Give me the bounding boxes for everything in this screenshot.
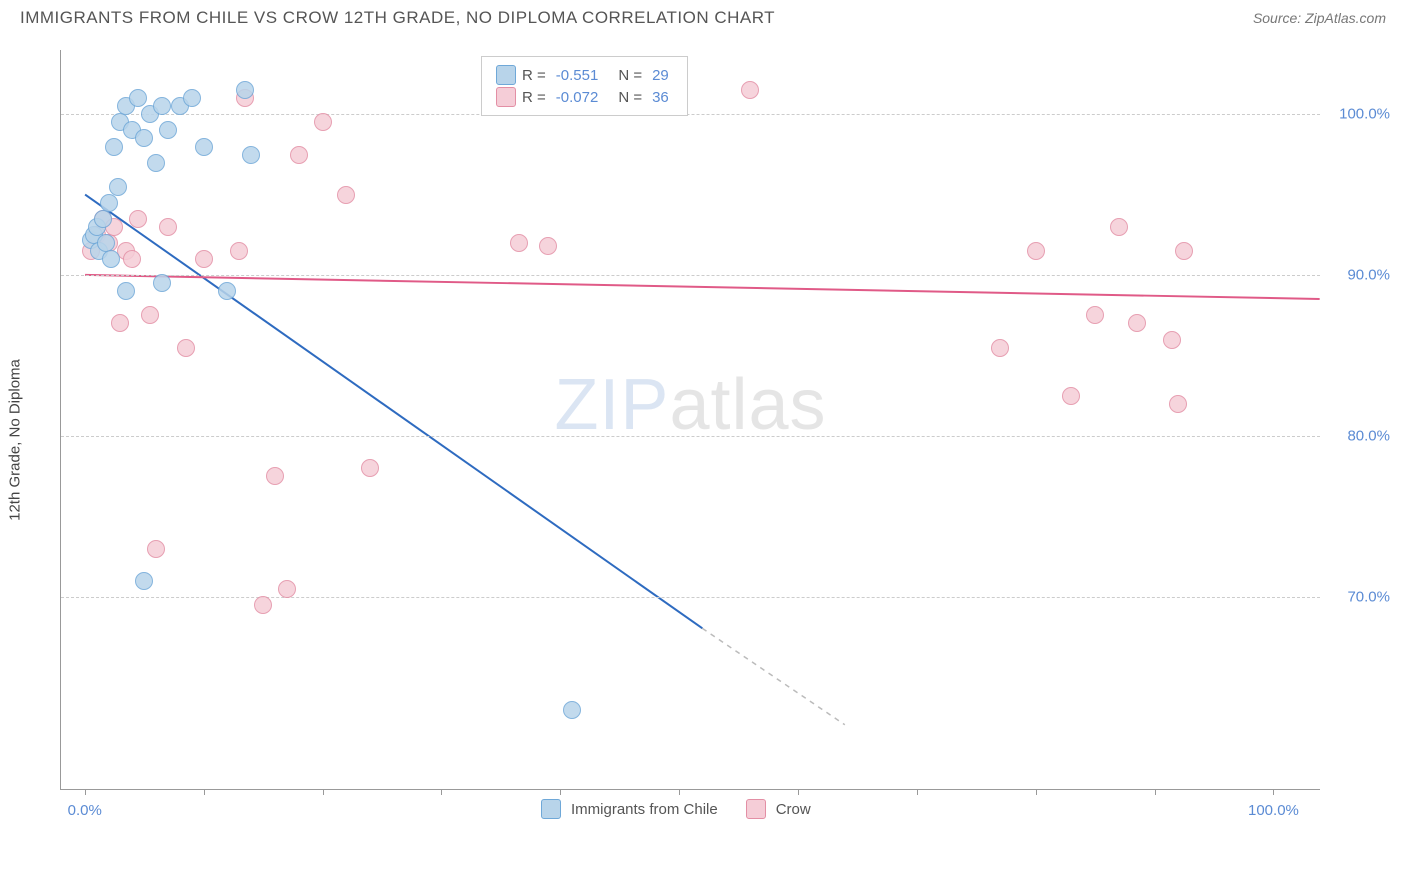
- scatter-point: [109, 178, 127, 196]
- x-tick: [1155, 789, 1156, 795]
- x-tick: [917, 789, 918, 795]
- legend-swatch: [746, 799, 766, 819]
- scatter-point: [1110, 218, 1128, 236]
- x-tick: [204, 789, 205, 795]
- scatter-point: [563, 701, 581, 719]
- scatter-point: [337, 186, 355, 204]
- gridline-h: [61, 436, 1320, 437]
- y-tick-label: 70.0%: [1347, 588, 1390, 605]
- regression-line: [85, 275, 1320, 299]
- scatter-point: [135, 572, 153, 590]
- scatter-point: [539, 237, 557, 255]
- scatter-point: [314, 113, 332, 131]
- chart-container: 12th Grade, No Diploma ZIPatlas R =-0.55…: [60, 50, 1380, 830]
- scatter-point: [123, 250, 141, 268]
- scatter-point: [991, 339, 1009, 357]
- y-tick-label: 90.0%: [1347, 267, 1390, 284]
- x-tick: [1273, 789, 1274, 795]
- scatter-point: [94, 210, 112, 228]
- scatter-point: [100, 194, 118, 212]
- scatter-point: [129, 210, 147, 228]
- x-tick: [560, 789, 561, 795]
- gridline-h: [61, 597, 1320, 598]
- scatter-point: [254, 596, 272, 614]
- chart-header: IMMIGRANTS FROM CHILE VS CROW 12TH GRADE…: [0, 0, 1406, 32]
- scatter-point: [741, 81, 759, 99]
- scatter-point: [242, 146, 260, 164]
- scatter-point: [117, 282, 135, 300]
- x-tick-label: 0.0%: [68, 802, 102, 819]
- x-tick-label: 100.0%: [1248, 802, 1299, 819]
- y-axis-label: 12th Grade, No Diploma: [7, 359, 24, 521]
- scatter-point: [1128, 314, 1146, 332]
- legend-top-row: R = -0.072 N = 36: [496, 87, 673, 107]
- gridline-h: [61, 275, 1320, 276]
- scatter-point: [141, 306, 159, 324]
- legend-top: R = -0.551 N = 29 R = -0.072 N = 36: [481, 56, 688, 116]
- legend-swatch: [541, 799, 561, 819]
- gridline-h: [61, 114, 1320, 115]
- scatter-point: [266, 467, 284, 485]
- chart-title: IMMIGRANTS FROM CHILE VS CROW 12TH GRADE…: [20, 8, 775, 28]
- scatter-point: [153, 97, 171, 115]
- plot-area: ZIPatlas R =-0.551N =29R =-0.072N =36 Im…: [60, 50, 1320, 790]
- x-tick: [85, 789, 86, 795]
- scatter-point: [236, 81, 254, 99]
- scatter-point: [195, 138, 213, 156]
- x-tick: [679, 789, 680, 795]
- scatter-point: [290, 146, 308, 164]
- scatter-point: [159, 218, 177, 236]
- scatter-point: [105, 138, 123, 156]
- legend-r-value: -0.551: [556, 67, 599, 84]
- legend-n-label: N =: [618, 67, 642, 84]
- scatter-point: [159, 121, 177, 139]
- scatter-point: [278, 580, 296, 598]
- scatter-point: [195, 250, 213, 268]
- scatter-point: [177, 339, 195, 357]
- legend-n-value: 29: [652, 67, 669, 84]
- scatter-point: [147, 154, 165, 172]
- scatter-point: [147, 540, 165, 558]
- legend-series-label: Immigrants from Chile: [571, 801, 718, 818]
- x-tick: [441, 789, 442, 795]
- legend-swatch: [496, 65, 516, 85]
- y-tick-label: 100.0%: [1339, 106, 1390, 123]
- scatter-point: [1163, 331, 1181, 349]
- legend-series-label: Crow: [776, 801, 811, 818]
- source-label: Source: ZipAtlas.com: [1253, 10, 1386, 26]
- regression-line-extrapolated: [702, 628, 844, 724]
- legend-bottom: Immigrants from Chile Crow: [541, 799, 829, 819]
- legend-r-label: R =: [522, 67, 546, 84]
- scatter-point: [361, 459, 379, 477]
- scatter-point: [183, 89, 201, 107]
- scatter-point: [153, 274, 171, 292]
- legend-top-row: R = -0.551 N = 29: [496, 65, 673, 85]
- scatter-point: [102, 250, 120, 268]
- scatter-point: [218, 282, 236, 300]
- scatter-point: [1062, 387, 1080, 405]
- legend-r-label: R =: [522, 89, 546, 106]
- scatter-point: [135, 129, 153, 147]
- scatter-point: [1086, 306, 1104, 324]
- legend-n-value: 36: [652, 89, 669, 106]
- legend-swatch: [496, 87, 516, 107]
- watermark-zip: ZIP: [554, 365, 669, 445]
- x-tick: [323, 789, 324, 795]
- scatter-point: [111, 314, 129, 332]
- watermark: ZIPatlas: [554, 364, 826, 446]
- scatter-point: [1027, 242, 1045, 260]
- x-tick: [1036, 789, 1037, 795]
- x-tick: [798, 789, 799, 795]
- legend-r-value: -0.072: [556, 89, 599, 106]
- regression-line: [85, 195, 702, 629]
- scatter-point: [230, 242, 248, 260]
- scatter-point: [1175, 242, 1193, 260]
- watermark-atlas: atlas: [669, 365, 826, 445]
- scatter-point: [1169, 395, 1187, 413]
- legend-n-label: N =: [618, 89, 642, 106]
- scatter-point: [510, 234, 528, 252]
- scatter-point: [129, 89, 147, 107]
- y-tick-label: 80.0%: [1347, 428, 1390, 445]
